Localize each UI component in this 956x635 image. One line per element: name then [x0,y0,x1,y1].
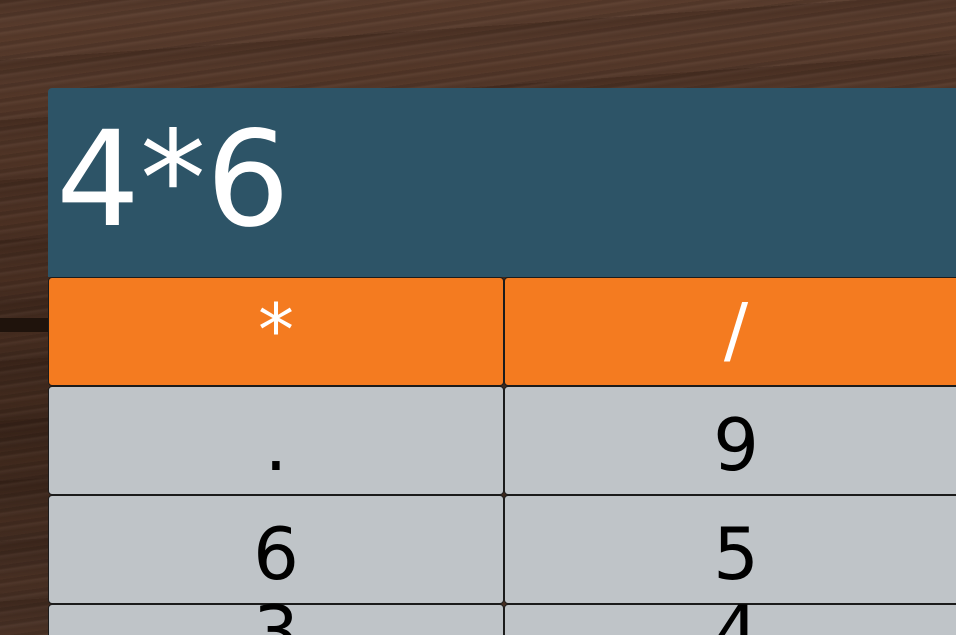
multiply-button[interactable]: * [48,277,504,386]
digit-4-button[interactable]: 4 [504,596,956,635]
divide-button-label: / [723,287,749,372]
digit-3-button-label: 3 [253,589,299,635]
multiply-button-label: * [258,287,294,372]
decimal-button-label: . [264,402,288,487]
calculator-display: 4*6 [48,88,956,277]
digit-6-button[interactable]: 6 [48,495,504,604]
digit-5-button[interactable]: 5 [504,495,956,604]
digit-6-button-label: 6 [253,511,299,596]
calculator: 4*6 * / . 9 6 5 3 4 [48,88,956,635]
digit-9-button-label: 9 [713,402,759,487]
digit-5-button-label: 5 [713,511,759,596]
display-expression: 4*6 [56,103,290,257]
digit-4-button-label: 4 [713,589,759,635]
digit-9-button[interactable]: 9 [504,386,956,495]
divide-button[interactable]: / [504,277,956,386]
digit-3-button[interactable]: 3 [48,596,504,635]
background-wood [0,318,48,332]
decimal-button[interactable]: . [48,386,504,495]
